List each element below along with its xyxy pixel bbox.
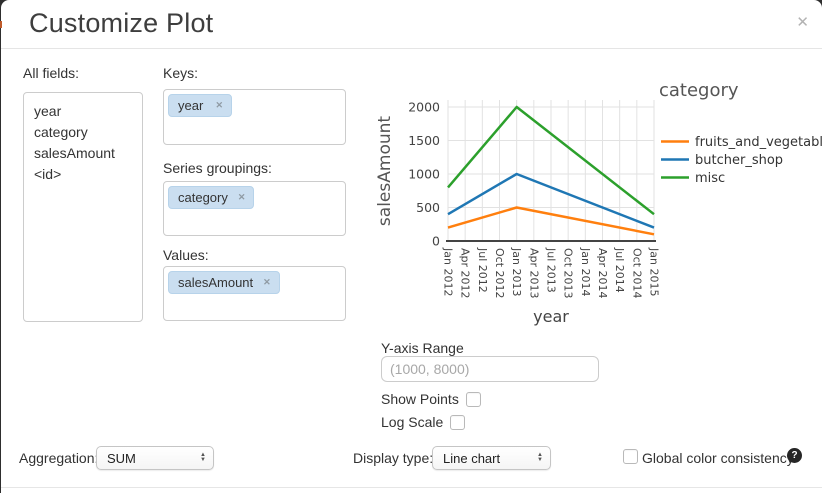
values-dropzone[interactable]: salesAmount ✕ (163, 266, 346, 321)
key-tag-year[interactable]: year ✕ (168, 94, 232, 117)
keys-dropzone[interactable]: year ✕ (163, 89, 346, 145)
svg-text:Jul 2014: Jul 2014 (613, 247, 626, 293)
show-points-checkbox[interactable] (465, 391, 481, 407)
svg-text:butcher_shop: butcher_shop (695, 153, 783, 168)
field-item-year[interactable]: year (34, 103, 62, 119)
field-item-category[interactable]: category (34, 124, 88, 140)
background-artifact (0, 21, 2, 28)
svg-text:Oct 2012: Oct 2012 (493, 248, 506, 299)
svg-text:Jul 2013: Jul 2013 (545, 247, 558, 293)
plot-preview: 0 500 1000 1500 2000 Jan 2012 Apr 2012 Jul 2012… (373, 58, 822, 333)
dialog-title: Customize Plot (29, 8, 214, 38)
series-groupings-label: Series groupings: (163, 160, 272, 176)
svg-text:Jan 2014: Jan 2014 (579, 247, 592, 296)
aggregation-select[interactable]: SUM ▲ ▼ (96, 446, 214, 470)
close-icon[interactable]: ✕ (796, 14, 809, 31)
tag-label: year (178, 98, 204, 113)
display-type-select[interactable]: Line chart ▲ ▼ (432, 446, 551, 470)
values-label: Values: (163, 247, 209, 263)
field-item-id[interactable]: <id> (34, 166, 62, 182)
global-color-label: Global color consistency (642, 450, 794, 466)
footer-divider (1, 487, 822, 488)
series-groupings-dropzone[interactable]: category ✕ (163, 181, 346, 236)
all-fields-list: year category salesAmount <id> (23, 92, 143, 322)
display-type-value: Line chart (443, 450, 501, 466)
global-color-checkbox[interactable] (623, 449, 638, 464)
svg-text:Apr 2014: Apr 2014 (596, 248, 609, 299)
remove-tag-icon[interactable]: ✕ (237, 192, 246, 202)
remove-tag-icon[interactable]: ✕ (215, 100, 223, 110)
svg-text:category: category (659, 80, 739, 101)
show-points-label: Show Points (381, 391, 459, 407)
select-stepper-icon: ▲ ▼ (200, 452, 206, 463)
svg-text:1500: 1500 (408, 133, 440, 148)
svg-text:Jul 2012: Jul 2012 (476, 247, 489, 293)
svg-text:Jan 2013: Jan 2013 (510, 247, 523, 296)
svg-text:Jan 2012: Jan 2012 (442, 247, 455, 296)
series-tag-category[interactable]: category ✕ (168, 186, 255, 209)
tag-label: category (178, 190, 228, 205)
dialog-header: Customize Plot ✕ (1, 0, 822, 49)
log-scale-checkbox[interactable] (450, 414, 466, 430)
svg-text:Apr 2012: Apr 2012 (459, 248, 472, 299)
svg-text:misc: misc (695, 171, 725, 186)
svg-text:500: 500 (416, 200, 440, 215)
value-tag-salesamount[interactable]: salesAmount ✕ (168, 271, 280, 294)
tag-label: salesAmount (178, 275, 254, 290)
y-axis-range-input[interactable] (381, 356, 599, 382)
svg-text:Oct 2013: Oct 2013 (562, 248, 575, 299)
svg-text:1000: 1000 (408, 167, 440, 182)
svg-text:Oct 2014: Oct 2014 (630, 248, 643, 299)
svg-text:0: 0 (432, 234, 440, 249)
svg-text:fruits_and_vegetables: fruits_and_vegetables (695, 135, 822, 150)
log-scale-label: Log Scale (381, 414, 444, 430)
aggregation-label: Aggregation: (19, 450, 99, 466)
select-stepper-icon: ▲ ▼ (537, 452, 543, 463)
show-points-row: Show Points (381, 391, 481, 407)
help-question-icon[interactable]: ? (787, 448, 802, 463)
svg-text:Apr 2013: Apr 2013 (527, 248, 540, 299)
display-type-label: Display type: (353, 450, 434, 466)
svg-text:salesAmount: salesAmount (375, 116, 395, 226)
svg-text:2000: 2000 (408, 100, 440, 115)
all-fields-label: All fields: (23, 65, 80, 81)
y-axis-range-label: Y-axis Range (381, 340, 464, 356)
svg-text:year: year (533, 307, 569, 326)
remove-tag-icon[interactable]: ✕ (263, 277, 271, 287)
aggregation-value: SUM (107, 450, 136, 466)
log-scale-row: Log Scale (381, 414, 466, 430)
svg-text:Jan 2015: Jan 2015 (648, 247, 661, 296)
keys-label: Keys: (163, 65, 199, 81)
field-item-salesamount[interactable]: salesAmount (34, 145, 115, 161)
